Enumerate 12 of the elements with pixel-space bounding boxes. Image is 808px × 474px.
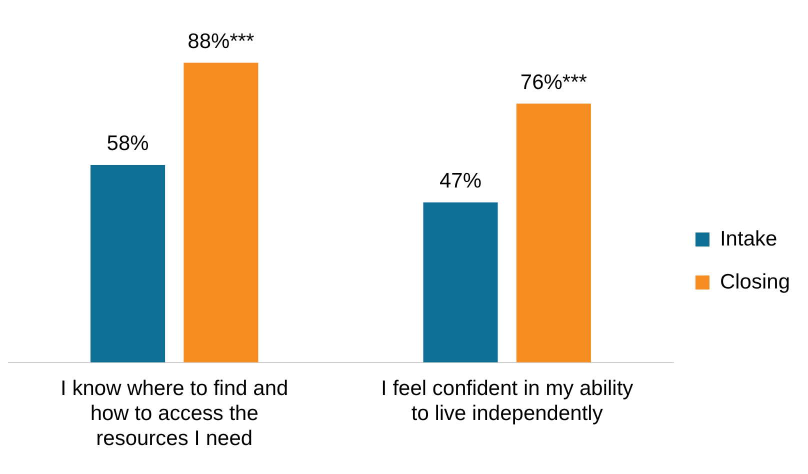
data-label: 88%*** — [188, 30, 254, 54]
legend-label: Closing — [720, 270, 790, 294]
legend-label: Intake — [720, 227, 778, 250]
data-label: 58% — [106, 132, 149, 156]
x-tick-label: I know where to find and how to access the resources I need — [60, 376, 288, 450]
bar — [516, 104, 591, 362]
bar — [184, 62, 258, 362]
bar — [90, 164, 166, 362]
x-tick-label: I feel confident in my ability to live independently — [381, 376, 634, 425]
data-label: 47% — [440, 170, 482, 193]
data-label: 76%*** — [520, 70, 587, 94]
bar — [423, 202, 498, 362]
